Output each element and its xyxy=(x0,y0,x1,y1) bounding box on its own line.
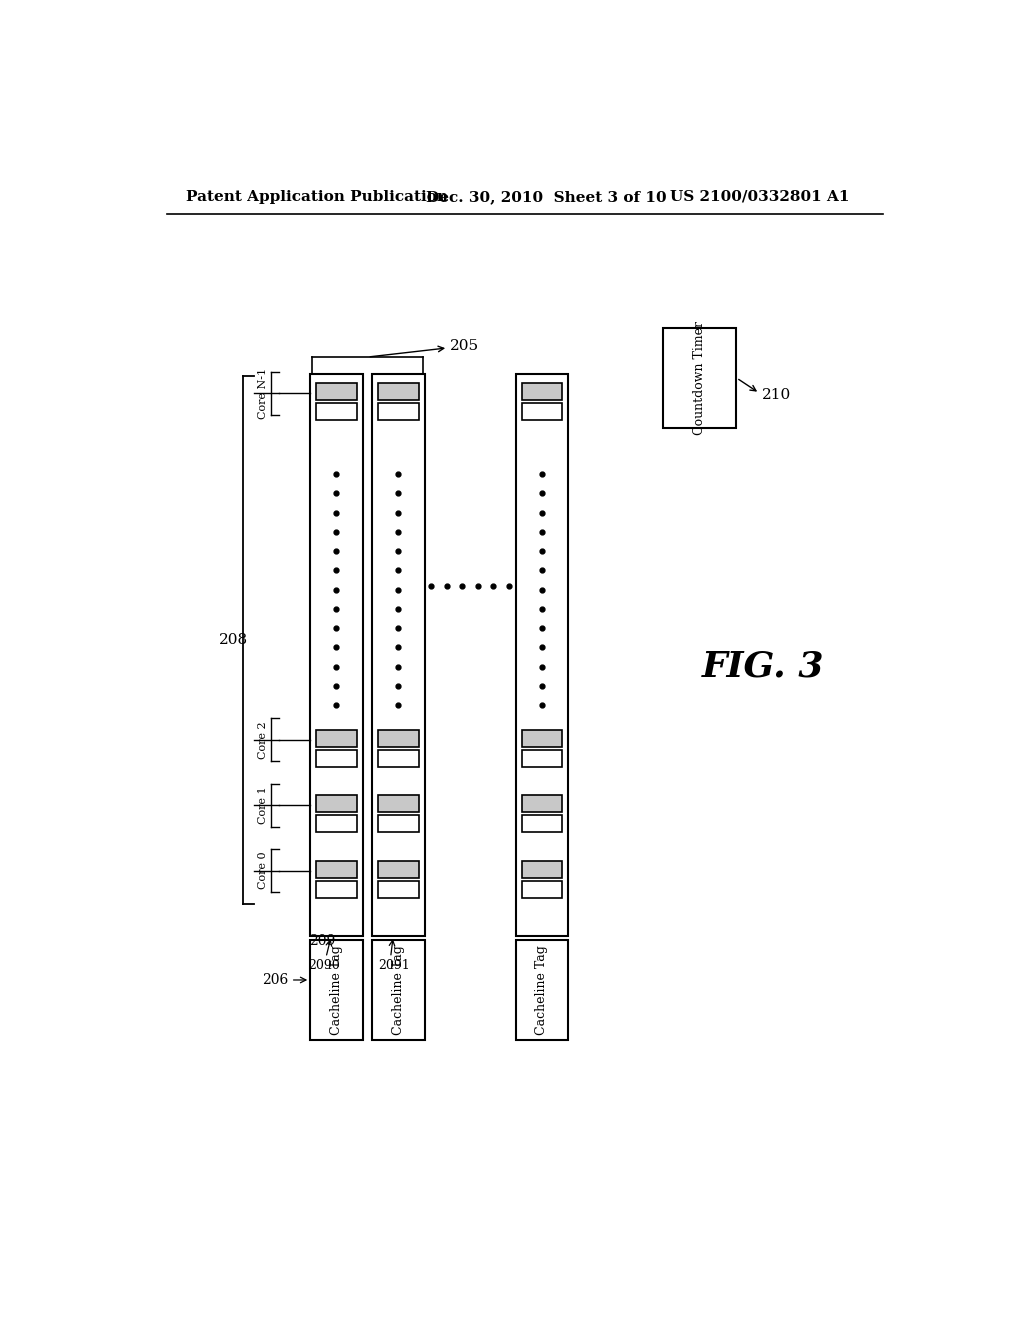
Text: FIG. 3: FIG. 3 xyxy=(702,649,824,684)
Bar xyxy=(378,816,419,832)
Bar xyxy=(521,880,562,898)
Bar xyxy=(521,404,562,420)
Bar xyxy=(316,730,356,747)
Text: Dec. 30, 2010  Sheet 3 of 10: Dec. 30, 2010 Sheet 3 of 10 xyxy=(426,190,667,203)
Bar xyxy=(316,750,356,767)
Text: Cacheline Tag: Cacheline Tag xyxy=(536,945,548,1035)
Text: Core 2: Core 2 xyxy=(258,721,268,759)
Bar xyxy=(378,404,419,420)
Text: 2090: 2090 xyxy=(308,960,340,973)
Bar xyxy=(378,880,419,898)
Bar xyxy=(316,795,356,812)
Bar xyxy=(316,383,356,400)
Bar xyxy=(378,750,419,767)
Bar xyxy=(378,730,419,747)
Bar xyxy=(378,795,419,812)
Bar xyxy=(521,795,562,812)
Text: 210: 210 xyxy=(762,388,792,401)
Bar xyxy=(310,940,362,1040)
Bar xyxy=(521,861,562,878)
Bar xyxy=(663,327,736,428)
Text: 206: 206 xyxy=(262,973,289,987)
Bar xyxy=(310,374,362,936)
Bar xyxy=(378,861,419,878)
Bar xyxy=(515,940,568,1040)
Bar xyxy=(515,374,568,936)
Text: US 2100/0332801 A1: US 2100/0332801 A1 xyxy=(671,190,850,203)
Text: 209: 209 xyxy=(309,933,335,948)
Bar xyxy=(521,383,562,400)
Bar xyxy=(521,816,562,832)
Bar xyxy=(521,750,562,767)
Bar xyxy=(316,861,356,878)
Text: Cacheline Tag: Cacheline Tag xyxy=(392,945,404,1035)
Text: Core 0: Core 0 xyxy=(258,851,268,890)
Bar xyxy=(372,374,425,936)
Bar xyxy=(378,383,419,400)
Text: Patent Application Publication: Patent Application Publication xyxy=(186,190,449,203)
Text: 208: 208 xyxy=(219,632,248,647)
Text: Countdown Timer: Countdown Timer xyxy=(693,321,707,434)
Text: Core 1: Core 1 xyxy=(258,787,268,824)
Bar xyxy=(316,880,356,898)
Text: 2091: 2091 xyxy=(379,960,411,973)
Text: Cacheline Tag: Cacheline Tag xyxy=(330,945,343,1035)
Bar xyxy=(372,940,425,1040)
Bar xyxy=(521,730,562,747)
Text: 205: 205 xyxy=(451,339,479,354)
Bar xyxy=(316,816,356,832)
Bar xyxy=(316,404,356,420)
Text: Core N-1: Core N-1 xyxy=(258,368,268,418)
